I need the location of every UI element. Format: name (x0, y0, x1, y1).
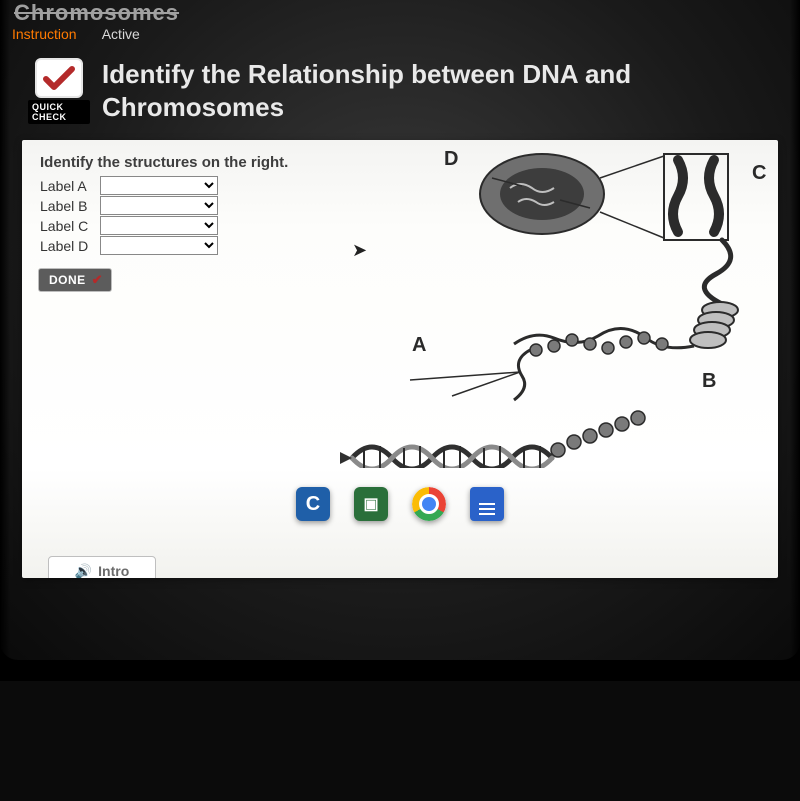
quick-check-label: QUICK CHECK (28, 100, 90, 124)
screen-vignette-left (0, 0, 10, 660)
label-b-text: Label B (40, 198, 96, 214)
diagram-letter-b: B (702, 370, 716, 393)
tab-active[interactable]: Active (102, 26, 140, 42)
app-icon-classroom[interactable]: ▣ (354, 487, 388, 521)
screen-vignette-right (790, 0, 800, 660)
done-label: DONE (49, 273, 86, 287)
label-b-select[interactable] (100, 196, 218, 215)
speaker-icon: 🔊 (75, 563, 92, 579)
label-c-select[interactable] (100, 216, 218, 235)
activity-prompt: Identify the structures on the right. (40, 154, 288, 171)
label-d-text: Label D (40, 238, 96, 254)
app-icon-chrome[interactable] (412, 487, 446, 521)
label-a-select[interactable] (100, 176, 218, 195)
intro-button[interactable]: 🔊 Intro (48, 556, 156, 578)
quick-check-icon-box (35, 58, 83, 98)
diagram-letter-d: D (444, 148, 458, 171)
page-header: QUICK CHECK Identify the Relationship be… (28, 58, 722, 124)
done-button[interactable]: DONE ✔ (38, 268, 112, 292)
callout-line (600, 212, 664, 238)
label-d-select[interactable] (100, 236, 218, 255)
intro-label: Intro (98, 563, 129, 578)
label-row-d: Label D (40, 236, 218, 255)
label-a-text: Label A (40, 178, 96, 194)
done-check-icon: ✔ (92, 272, 103, 288)
label-row-c: Label C (40, 216, 218, 235)
diagram-letter-c: C (752, 162, 766, 185)
callout-line (600, 156, 664, 178)
label-c-text: Label C (40, 218, 96, 234)
quick-check-badge: QUICK CHECK (28, 58, 90, 124)
check-icon (42, 64, 76, 92)
lesson-tabs: Instruction Active (12, 26, 140, 42)
page-title: Identify the Relationship between DNA an… (102, 58, 722, 123)
label-row-a: Label A (40, 176, 218, 195)
chromatin-icon (514, 328, 694, 400)
diagram-svg (322, 148, 770, 468)
chromeos-shelf: C ▣ (0, 478, 800, 530)
label-row-b: Label B (40, 196, 218, 215)
app-screen: Chromosomes Instruction Active QUICK CHE… (0, 0, 800, 660)
chromosome-icon (664, 154, 738, 348)
breadcrumb: Chromosomes (14, 0, 179, 26)
laptop-deck (0, 681, 800, 801)
diagram-letter-a: A (412, 334, 426, 357)
diagram-area: D C A B (322, 148, 770, 468)
app-icon-c[interactable]: C (296, 487, 330, 521)
nucleus-icon (480, 154, 604, 234)
dna-helix-icon (340, 372, 645, 468)
tab-instruction[interactable]: Instruction (12, 26, 77, 42)
app-icon-docs[interactable] (470, 487, 504, 521)
